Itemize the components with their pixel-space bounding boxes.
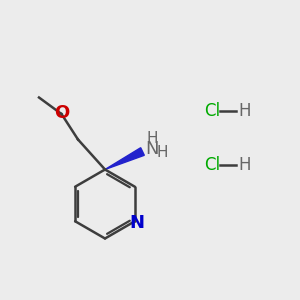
- Text: H: H: [238, 156, 251, 174]
- Text: N: N: [146, 140, 159, 158]
- Text: Cl: Cl: [204, 156, 220, 174]
- Text: Cl: Cl: [204, 102, 220, 120]
- Text: O: O: [54, 103, 69, 122]
- Text: H: H: [146, 131, 158, 146]
- Text: N: N: [129, 214, 144, 232]
- Text: H: H: [238, 102, 251, 120]
- Polygon shape: [105, 148, 144, 169]
- Text: H: H: [157, 145, 168, 160]
